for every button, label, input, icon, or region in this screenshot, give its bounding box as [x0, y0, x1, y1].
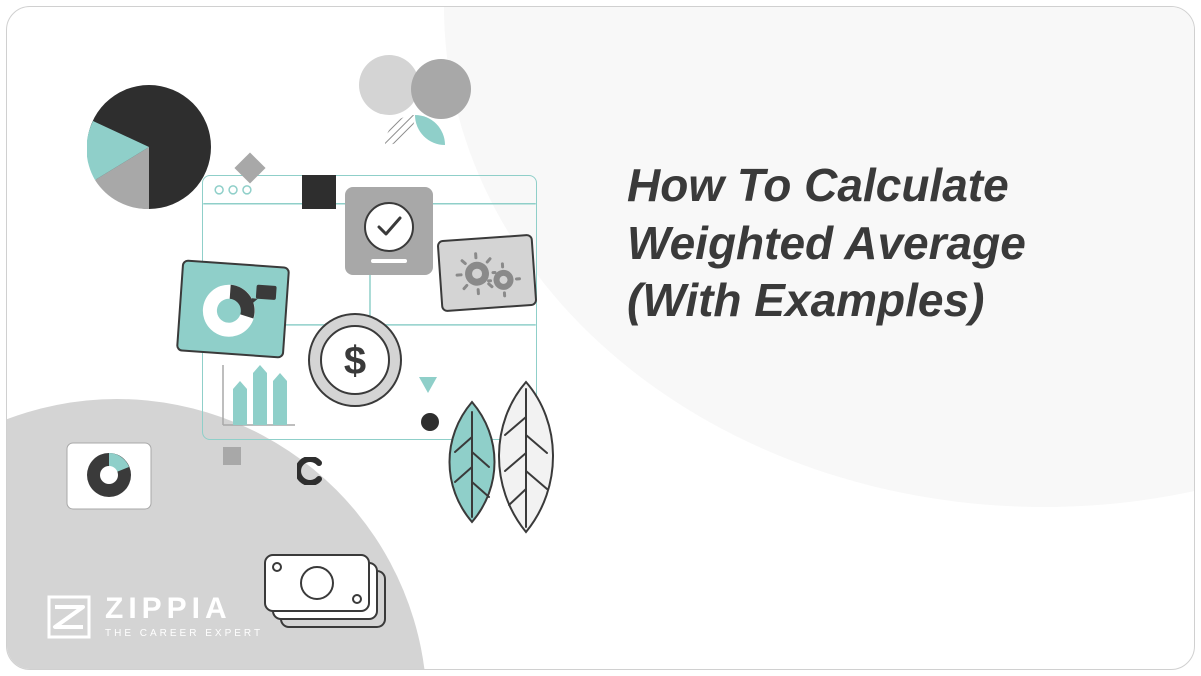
brand-tagline: THE CAREER EXPERT — [105, 628, 263, 639]
small-square-icon — [302, 175, 336, 209]
brand-logo: ZIPPIA THE CAREER EXPERT — [47, 594, 263, 639]
petal-cluster-icon — [345, 47, 485, 182]
cash-stack-icon — [257, 547, 397, 642]
brand-name: ZIPPIA — [105, 594, 263, 624]
title-line-3: (With Examples) — [627, 274, 984, 326]
triangle-icon — [419, 377, 437, 393]
title-line-2: Weighted Average — [627, 217, 1026, 269]
pie-chart-icon — [87, 85, 211, 214]
gear-card-icon — [437, 234, 538, 313]
page-title: How To Calculate Weighted Average (With … — [627, 157, 1147, 330]
donut-chart-card-icon — [176, 259, 290, 358]
svg-text:$: $ — [344, 339, 366, 383]
hero-card: $ — [6, 6, 1195, 670]
logo-mark-icon — [47, 595, 91, 639]
leaf-outline-icon — [487, 377, 565, 542]
laptop-pie-icon — [49, 437, 169, 542]
title-line-1: How To Calculate — [627, 159, 1009, 211]
mini-square-icon — [223, 447, 241, 465]
logo-text: ZIPPIA THE CAREER EXPERT — [105, 594, 263, 639]
coin-dollar-icon: $ — [307, 312, 403, 413]
checkmark-card-icon — [345, 187, 433, 275]
c-arc-icon — [297, 457, 325, 490]
bar-chart-icon — [217, 359, 299, 431]
